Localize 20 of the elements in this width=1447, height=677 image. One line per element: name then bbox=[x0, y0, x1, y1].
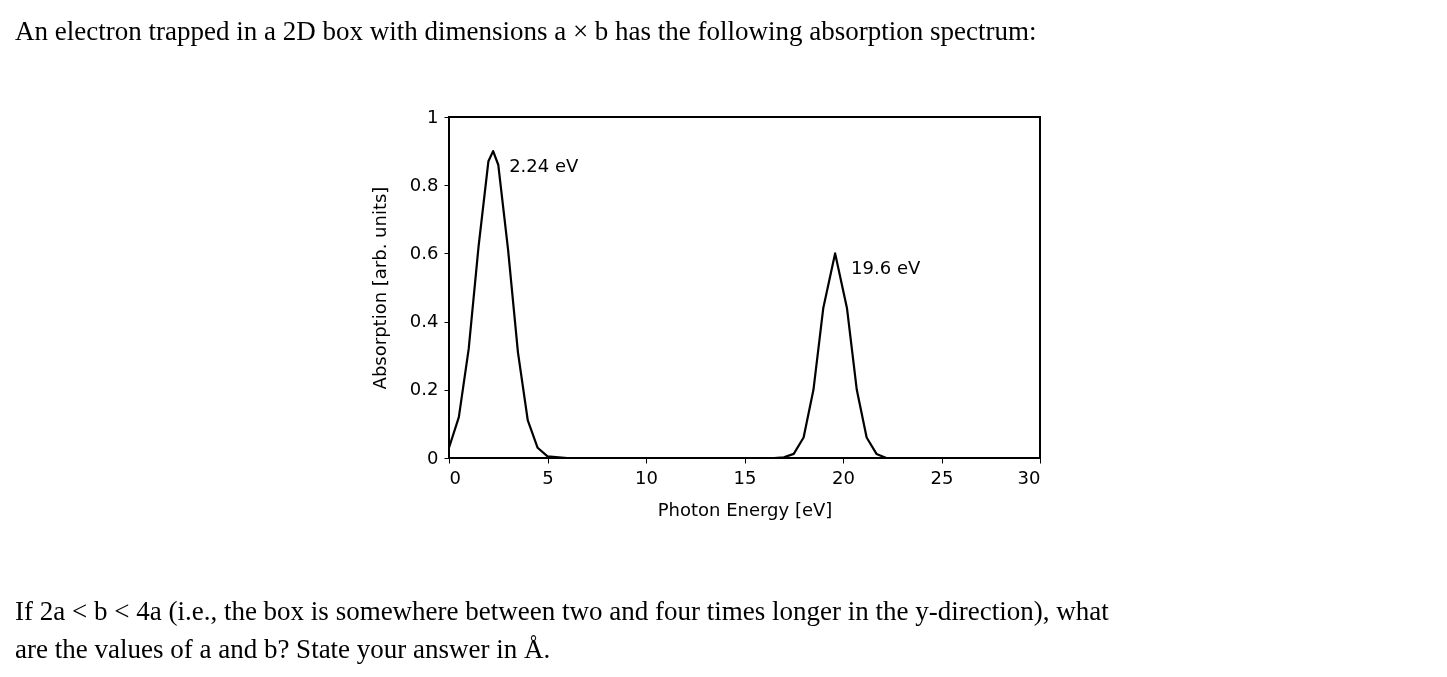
x-tick-label: 25 bbox=[930, 466, 954, 488]
x-tick-label: 10 bbox=[635, 466, 658, 488]
x-tick-label: 20 bbox=[832, 466, 855, 488]
x-tick-label: 5 bbox=[542, 466, 554, 488]
y-tick-label: 0.6 bbox=[409, 241, 439, 263]
chart-title: An electron trapped in a 2D box with dimensions a × b has the following absorption spectrum: bbox=[15, 16, 1037, 46]
x-tick-label: 30 bbox=[1017, 466, 1041, 488]
x-tick-label: 0 bbox=[449, 466, 461, 488]
y-tick-label: 1 bbox=[427, 105, 439, 127]
y-tick-label: 0.2 bbox=[409, 378, 439, 400]
y-axis-title: Absorption [arb. units] bbox=[368, 186, 390, 390]
annotation: 2.24 eV bbox=[509, 155, 579, 177]
y-tick-label: 0 bbox=[427, 446, 439, 468]
text: are the values of a and b? State your answer in Å. bbox=[15, 634, 551, 664]
text: If 2a < b < 4a (i.e., the box is somewhere between two and four times longer in the y-direction), what bbox=[15, 596, 1110, 626]
annotation: 19.6 eV bbox=[851, 257, 921, 279]
y-tick-label: 0.8 bbox=[409, 173, 439, 195]
x-axis-title: Photon Energy [eV] bbox=[657, 498, 833, 520]
y-tick-label: 0.4 bbox=[409, 310, 439, 332]
x-tick-label: 15 bbox=[733, 466, 757, 488]
